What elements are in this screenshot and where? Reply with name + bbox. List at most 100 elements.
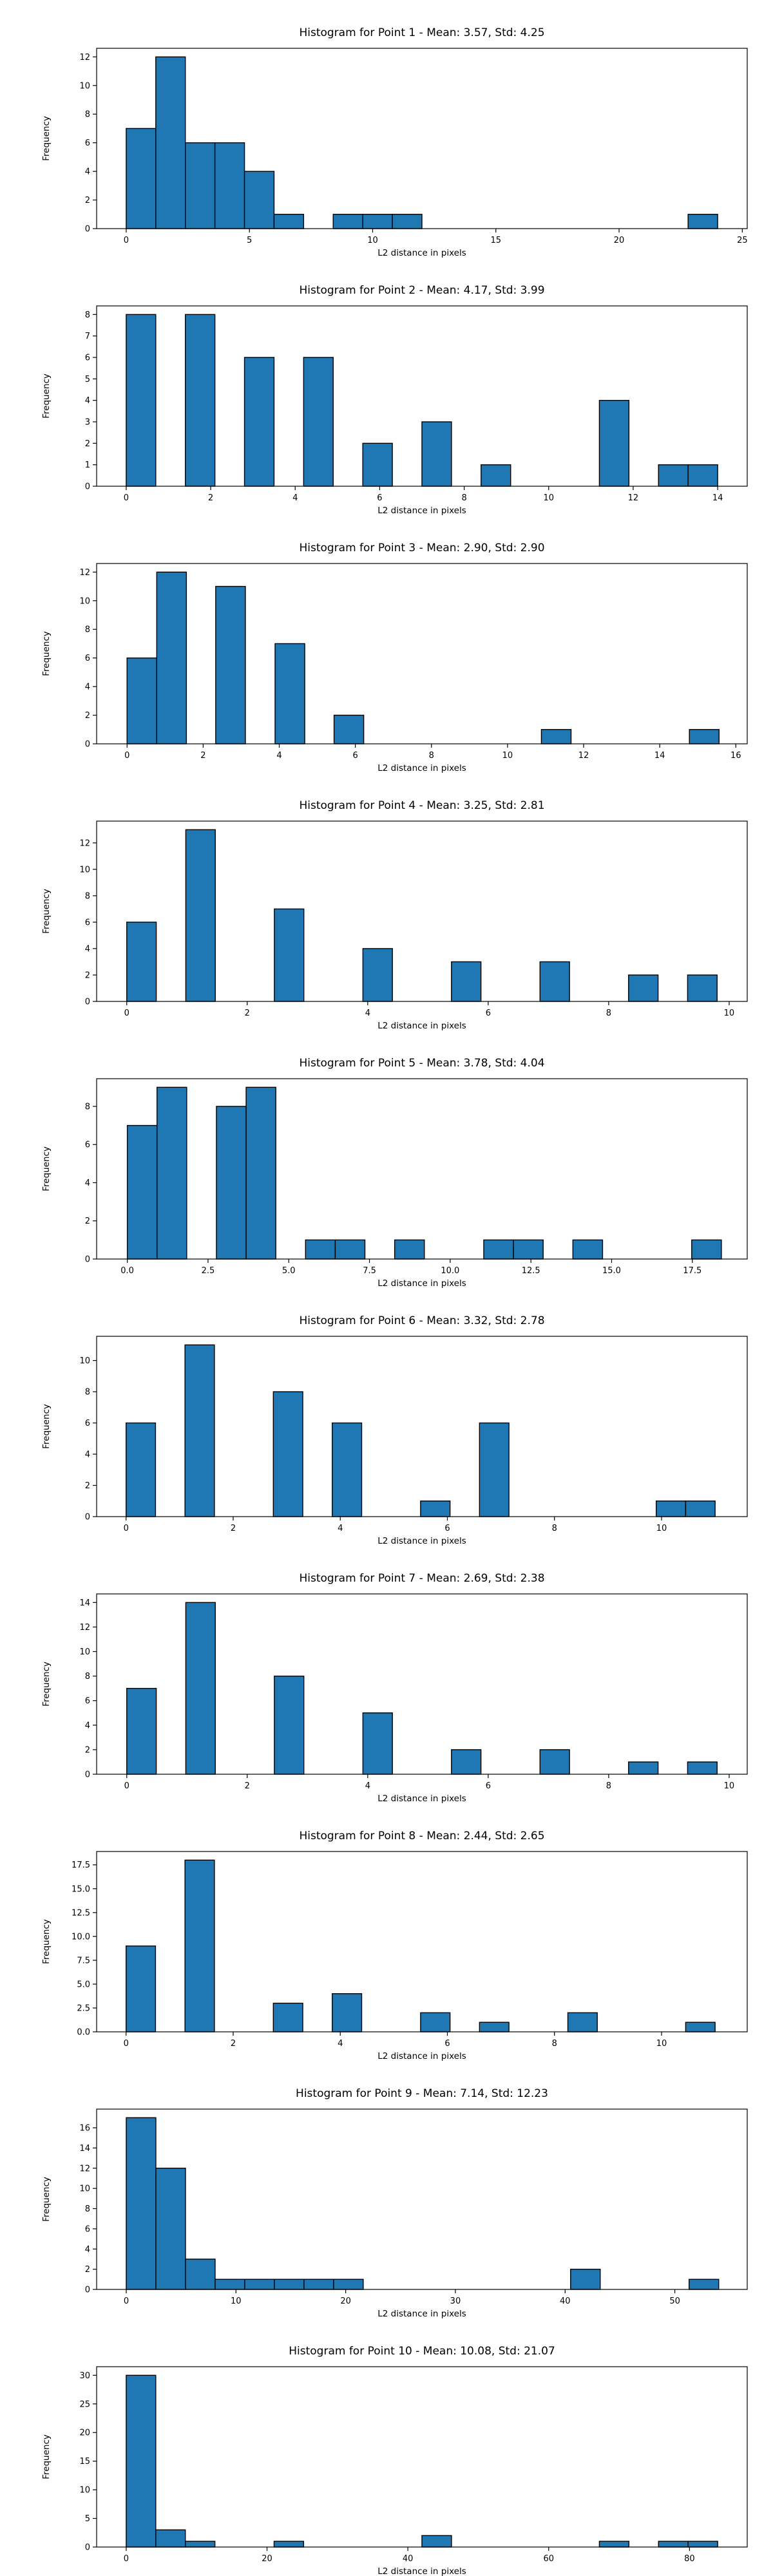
y-tick-label: 15 (79, 2457, 90, 2467)
histogram-bar: 1.2–2.4: 12 (155, 56, 186, 229)
x-tick-label: 4 (338, 1524, 343, 1533)
y-tick-label: 6 (85, 1419, 90, 1428)
y-axis-label: Frequency (41, 2434, 52, 2479)
x-tick-label: 6 (444, 2039, 450, 2049)
histogram-chart-5: Histogram for Point 5 - Mean: 3.78, Std:… (41, 1057, 748, 1288)
x-tick-label: 10 (724, 1781, 735, 1791)
histogram-bar: 11.2–11.9: 4 (598, 399, 630, 487)
x-axis-label: L2 distance in pixels (377, 1794, 466, 1803)
y-tick-label: 6 (85, 1696, 90, 1706)
x-tick-label: 4 (276, 751, 282, 761)
histogram-chart-4: Histogram for Point 4 - Mean: 3.25, Std:… (41, 799, 748, 1030)
histogram-bar: 9.9–10.45: 1 (655, 1501, 687, 1517)
y-tick-label: 2 (85, 196, 90, 205)
histogram-bar: 0–0.78: 6 (126, 657, 158, 744)
histogram-bar: 13.5–16.2: 1 (274, 2278, 305, 2290)
y-tick-label: 3 (85, 418, 90, 428)
chart-title: Histogram for Point 9 - Mean: 7.14, Std:… (296, 2087, 548, 2100)
histogram-bar: 7–7.7: 3 (421, 421, 452, 487)
histogram-bar: 0–2.7: 17 (126, 2117, 157, 2290)
y-tick-label: 15.0 (72, 1884, 90, 1894)
y-tick-label: 0 (85, 225, 90, 234)
plot-frame (96, 2108, 748, 2290)
histogram-bar: 3.6–4.8: 6 (214, 142, 245, 229)
histogram-bar: 6.44–7.36: 1 (334, 1239, 366, 1260)
histogram-bar: 4.2–8.4: 3 (155, 2529, 186, 2548)
y-tick-label: 14 (79, 2144, 90, 2154)
y-tick-label: 10 (79, 81, 90, 91)
x-tick-label: 60 (543, 2554, 554, 2564)
x-tick-label: 15 (490, 236, 501, 245)
histogram-bar: 8.25–8.8: 2 (567, 2012, 598, 2032)
y-tick-label: 0 (85, 998, 90, 1007)
x-tick-label: 0 (124, 1009, 129, 1018)
y-tick-label: 4 (85, 1450, 90, 1460)
chart-title: Histogram for Point 8 - Mean: 2.44, Std:… (299, 1830, 544, 1842)
y-tick-label: 1 (85, 460, 90, 470)
y-tick-label: 12 (79, 838, 90, 848)
x-tick-label: 10 (367, 236, 378, 245)
x-tick-label: 14 (712, 493, 723, 503)
histogram-bar: 0–0.49: 7 (126, 1687, 157, 1775)
histogram-chart-6: Histogram for Point 6 - Mean: 3.32, Std:… (41, 1314, 748, 1546)
histogram-bar: 12.6–13.3: 1 (658, 464, 689, 487)
y-tick-label: 4 (85, 683, 90, 692)
x-tick-label: 8 (606, 1781, 611, 1791)
x-tick-label: 16 (730, 751, 741, 761)
y-tick-label: 2 (85, 1217, 90, 1226)
x-tick-label: 4 (365, 1781, 370, 1791)
x-tick-label: 40 (560, 2297, 571, 2306)
y-tick-label: 12 (79, 2164, 90, 2174)
histogram-bar: 40.5–43.2: 2 (570, 2268, 601, 2290)
histogram-bar: 10.45–11: 1 (685, 2022, 716, 2032)
histogram-bar: 9.31–9.8: 2 (687, 974, 718, 1002)
histogram-bar: 10.89–11.67: 1 (540, 729, 572, 744)
histogram-bar: 8.33–8.82: 1 (628, 1761, 659, 1775)
y-tick-label: 10 (79, 596, 90, 606)
histogram-bar: 2.75–3.3: 8 (272, 1391, 303, 1517)
x-tick-label: 8 (429, 751, 434, 761)
y-tick-label: 17.5 (72, 1861, 90, 1870)
x-axis-label: L2 distance in pixels (377, 248, 466, 258)
x-tick-label: 40 (403, 2554, 414, 2564)
x-tick-label: 2 (200, 751, 205, 761)
x-tick-label: 20 (614, 236, 625, 245)
histogram-bar: 3.89–4.67: 7 (274, 643, 305, 744)
x-tick-label: 30 (450, 2297, 461, 2306)
x-tick-label: 8 (552, 1524, 557, 1533)
y-tick-label: 4 (85, 396, 90, 406)
x-tick-label: 6 (377, 493, 382, 503)
histogram-bar: 8.4–9.1: 1 (481, 464, 511, 487)
histogram-bar: 8.33–8.82: 2 (628, 974, 659, 1002)
y-tick-label: 10 (79, 2184, 90, 2194)
y-tick-label: 8 (85, 1672, 90, 1681)
histogram-bar: 3.85–4.4: 4 (332, 1993, 363, 2032)
histogram-bar: 4.8–6: 4 (243, 171, 275, 229)
x-tick-label: 2.5 (202, 1266, 215, 1276)
y-tick-label: 0 (85, 482, 90, 492)
y-tick-label: 8 (85, 1388, 90, 1397)
y-tick-label: 2 (85, 711, 90, 721)
x-tick-label: 10 (724, 1009, 735, 1018)
y-tick-label: 4 (85, 1179, 90, 1188)
y-tick-label: 20 (79, 2429, 90, 2438)
histogram-chart-8: Histogram for Point 8 - Mean: 2.44, Std:… (41, 1830, 748, 2061)
x-axis-label: L2 distance in pixels (377, 2051, 466, 2061)
histogram-bar: 2.76–3.68: 8 (216, 1106, 247, 1260)
x-tick-label: 12.5 (522, 1266, 540, 1276)
plot-frame (96, 48, 748, 229)
x-tick-label: 6 (486, 1781, 491, 1791)
histogram-bar: 9.31–9.8: 1 (687, 1761, 718, 1775)
x-tick-label: 2 (245, 1781, 250, 1791)
y-tick-label: 4 (85, 2245, 90, 2255)
histogram-chart-2: Histogram for Point 2 - Mean: 4.17, Std:… (41, 284, 748, 515)
y-axis-label: Frequency (41, 1404, 52, 1449)
histogram-bar: 2.33–3.11: 11 (215, 585, 246, 744)
chart-title: Histogram for Point 10 - Mean: 10.08, St… (289, 2345, 555, 2358)
y-tick-label: 6 (85, 1141, 90, 1150)
y-tick-label: 30 (79, 2371, 90, 2381)
y-tick-label: 0 (85, 740, 90, 750)
histogram-bar: 1.1–1.65: 18 (184, 1859, 215, 2032)
histogram-bar: 5.44–6.22: 2 (333, 714, 365, 744)
